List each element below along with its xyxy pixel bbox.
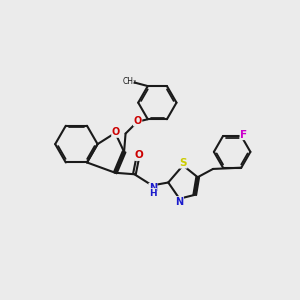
Text: N: N [149,183,157,194]
Text: O: O [134,116,142,126]
Text: N: N [176,196,184,207]
Text: O: O [112,127,120,137]
Text: S: S [179,158,187,168]
Text: O: O [135,150,143,161]
Text: CH₃: CH₃ [122,77,136,86]
Text: H: H [149,189,157,198]
Text: F: F [240,130,247,140]
